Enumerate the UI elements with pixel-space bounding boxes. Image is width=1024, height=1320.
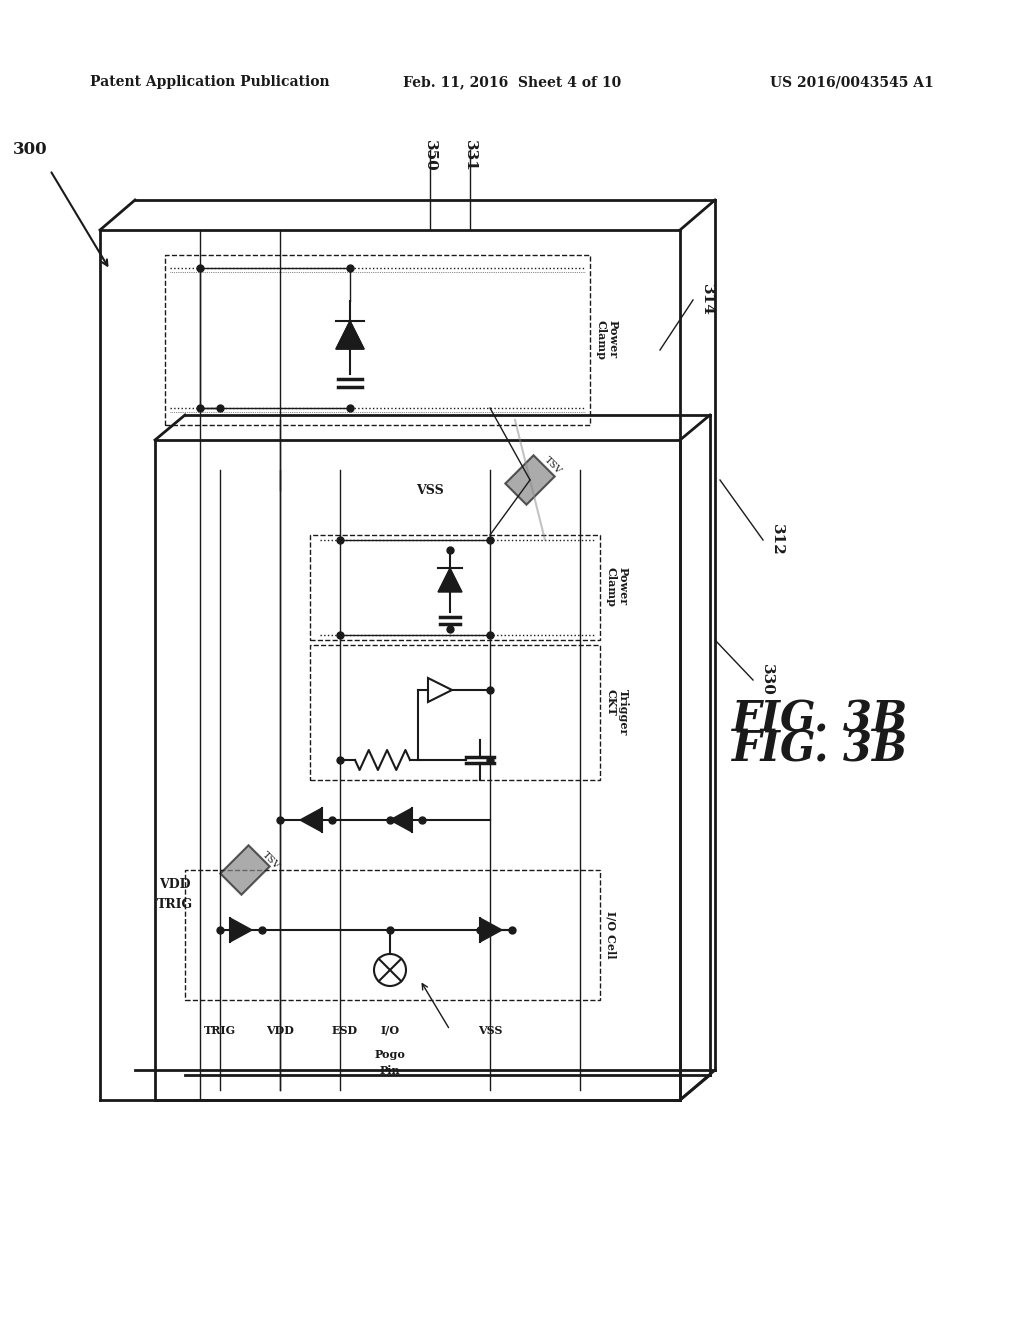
Bar bbox=[310, 535, 600, 640]
Text: VDD: VDD bbox=[160, 879, 190, 891]
Text: 330: 330 bbox=[760, 664, 774, 696]
Text: FIG. 3B: FIG. 3B bbox=[732, 700, 908, 741]
Bar bbox=[220, 845, 269, 895]
Text: US 2016/0043545 A1: US 2016/0043545 A1 bbox=[770, 75, 934, 88]
Polygon shape bbox=[390, 808, 412, 832]
Polygon shape bbox=[438, 568, 462, 591]
Text: TSV: TSV bbox=[260, 850, 281, 870]
Text: 312: 312 bbox=[770, 524, 784, 556]
Text: Power
Clamp: Power Clamp bbox=[595, 319, 618, 360]
Polygon shape bbox=[300, 808, 322, 832]
Text: Power
Clamp: Power Clamp bbox=[605, 568, 629, 607]
Bar bbox=[165, 255, 590, 425]
Text: 300: 300 bbox=[12, 141, 47, 158]
Text: Patent Application Publication: Patent Application Publication bbox=[90, 75, 330, 88]
Text: 314: 314 bbox=[700, 284, 714, 315]
Polygon shape bbox=[480, 917, 502, 942]
Text: Feb. 11, 2016  Sheet 4 of 10: Feb. 11, 2016 Sheet 4 of 10 bbox=[402, 75, 622, 88]
Polygon shape bbox=[230, 917, 252, 942]
Text: Trigger
CKT: Trigger CKT bbox=[605, 689, 629, 735]
Text: I/O: I/O bbox=[381, 1024, 399, 1035]
Text: ESD: ESD bbox=[332, 1024, 358, 1035]
Text: VDD: VDD bbox=[266, 1024, 294, 1035]
Text: I/O Cell: I/O Cell bbox=[605, 911, 616, 958]
Bar bbox=[310, 645, 600, 780]
Polygon shape bbox=[336, 321, 364, 348]
Text: FIG. 3B: FIG. 3B bbox=[732, 729, 908, 771]
Text: Pogo: Pogo bbox=[375, 1049, 406, 1060]
Text: TRIG: TRIG bbox=[204, 1024, 237, 1035]
Bar bbox=[185, 870, 600, 1001]
Text: TSV: TSV bbox=[542, 454, 563, 475]
Text: VSS: VSS bbox=[416, 483, 443, 496]
Text: VSS: VSS bbox=[478, 1024, 502, 1035]
Bar bbox=[505, 455, 555, 504]
Text: 331: 331 bbox=[463, 140, 477, 172]
Text: Pin: Pin bbox=[380, 1064, 400, 1076]
Text: 350: 350 bbox=[423, 140, 437, 172]
Text: TRIG: TRIG bbox=[157, 899, 194, 912]
